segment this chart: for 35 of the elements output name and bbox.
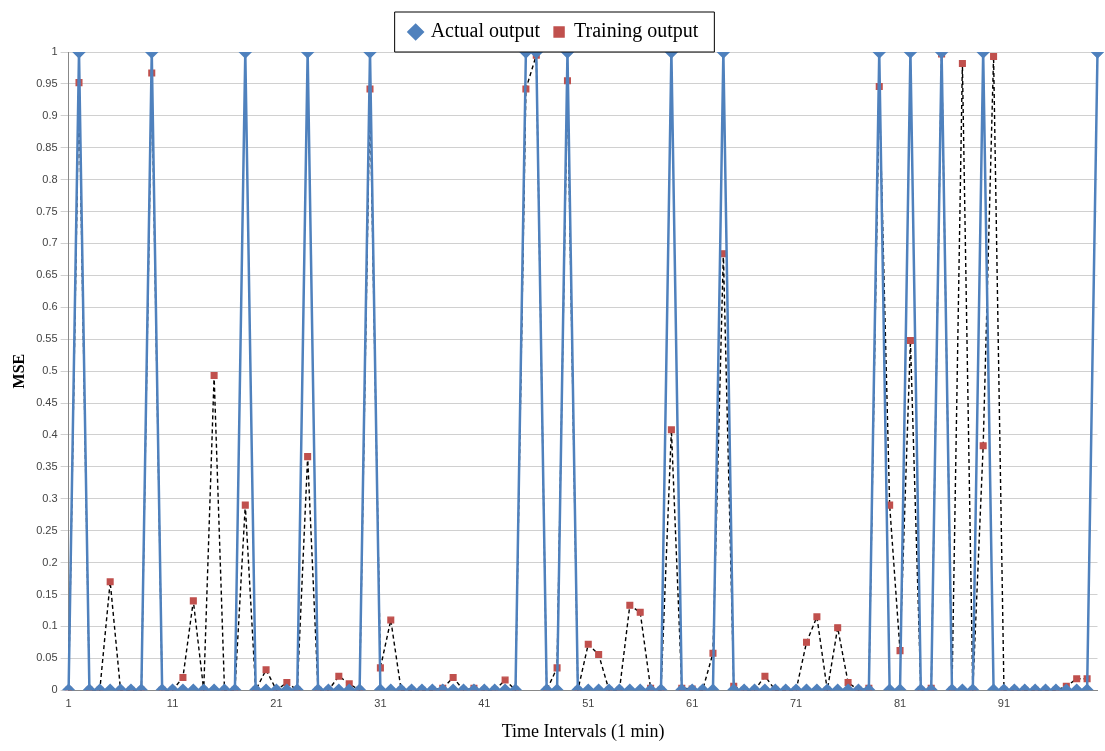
y-tick-label: 0.35 — [36, 459, 58, 472]
y-tick-label: 0.15 — [36, 587, 58, 600]
legend-label: Actual output — [430, 19, 541, 43]
y-tick-label: 0.1 — [42, 619, 58, 632]
y-tick-label: 0.95 — [36, 76, 58, 89]
y-tick-label: 0.45 — [36, 396, 58, 409]
y-tick-label: 0.9 — [42, 108, 58, 121]
y-tick-label: 0.4 — [42, 427, 58, 440]
y-tick-label: 1 — [51, 45, 58, 58]
x-tick-label: 41 — [478, 696, 491, 709]
x-tick-label: 21 — [270, 696, 283, 709]
x-tick-label: 31 — [374, 696, 387, 709]
legend-label: Training output — [574, 19, 699, 43]
x-tick-label: 1 — [65, 696, 72, 709]
y-tick-label: 0.05 — [36, 651, 58, 664]
y-tick-label: 0.85 — [36, 140, 58, 153]
x-tick-label: 81 — [893, 696, 907, 709]
y-tick-label: 0.55 — [36, 332, 58, 345]
x-tick-label: 71 — [789, 696, 803, 709]
x-tick-label: 51 — [582, 696, 595, 709]
y-tick-label: 0.7 — [42, 236, 58, 249]
y-tick-label: 0.6 — [42, 300, 58, 313]
y-tick-label: 0.25 — [36, 523, 58, 536]
x-tick-label: 61 — [686, 696, 699, 709]
y-tick-label: 0 — [51, 683, 58, 696]
y-tick-label: 0.8 — [42, 172, 58, 185]
y-tick-label: 0.3 — [42, 491, 58, 504]
x-tick-label: 91 — [997, 696, 1011, 709]
y-tick-label: 0.65 — [36, 268, 58, 281]
y-tick-label: 0.75 — [36, 204, 58, 217]
y-tick-label: 0.5 — [42, 364, 58, 377]
x-axis-title: Time Intervals (1 min) — [501, 720, 665, 742]
y-tick-label: 0.2 — [42, 555, 58, 568]
x-tick-label: 11 — [166, 696, 179, 709]
y-axis-title: MSE — [9, 353, 27, 389]
